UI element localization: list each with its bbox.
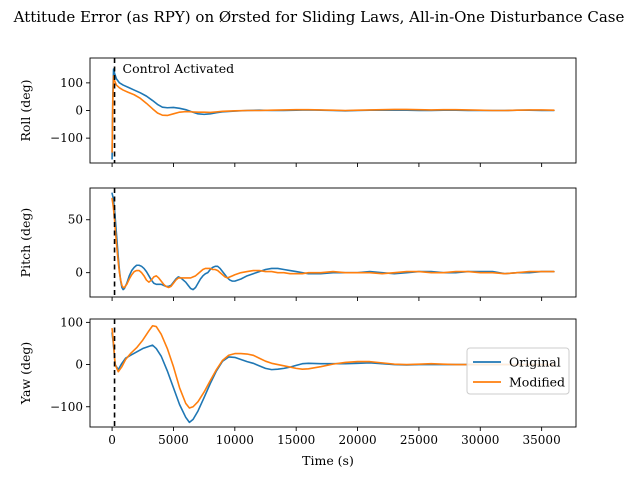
- yaw-series-group: [111, 319, 555, 427]
- roll-y-axis-label: Roll (deg): [18, 79, 33, 141]
- yaw-y-tick-label: 100: [60, 315, 83, 329]
- legend-label-original: Original: [509, 355, 561, 370]
- yaw-plot-frame: [89, 318, 577, 428]
- x-tick-label: 5000: [158, 433, 189, 447]
- x-tick-label: 20000: [338, 433, 376, 447]
- roll-series-modified: [111, 75, 555, 153]
- x-tick-label: 30000: [461, 433, 499, 447]
- x-axis-label: Time (s): [302, 453, 354, 468]
- x-tick-label: 0: [108, 433, 116, 447]
- roll-series-original: [111, 68, 555, 160]
- pitch-plot-frame: [89, 187, 577, 298]
- panel-pitch: 0 50 Pitch (deg): [18, 187, 577, 301]
- yaw-y-tick-label: −100: [50, 400, 83, 414]
- pitch-series-group: [111, 188, 555, 297]
- panels: −100 0 100 Roll (deg) Control Activated 0 50 Pi…: [18, 57, 577, 447]
- pitch-y-tick-label: 50: [68, 213, 83, 227]
- x-tick-label: 25000: [400, 433, 438, 447]
- yaw-y-tick-label: 0: [75, 358, 83, 372]
- panel-roll: −100 0 100 Roll (deg) Control Activated: [18, 57, 577, 167]
- panel-yaw: −100 0 100 0 5000 10000 15000 20000 25000 30000 35…: [18, 315, 577, 447]
- legend: Original Modified: [466, 347, 570, 395]
- x-tick-label: 35000: [523, 433, 561, 447]
- pitch-y-axis-label: Pitch (deg): [18, 208, 33, 278]
- pitch-y-tick-label: 0: [75, 266, 83, 280]
- yaw-series-modified: [111, 324, 555, 409]
- pitch-series-original: [111, 192, 555, 291]
- roll-y-tick-label: 0: [75, 104, 83, 118]
- pitch-series-modified: [111, 197, 555, 289]
- legend-label-modified: Modified: [509, 375, 565, 390]
- x-tick-label: 15000: [277, 433, 315, 447]
- roll-y-tick-label: −100: [50, 131, 83, 145]
- roll-y-tick-label: 100: [60, 76, 83, 90]
- chart-title: Attitude Error (as RPY) on Ørsted for Sl…: [13, 8, 625, 26]
- x-tick-label: 10000: [216, 433, 254, 447]
- yaw-y-axis-label: Yaw (deg): [18, 342, 33, 406]
- roll-series-group: [111, 58, 555, 163]
- control-activated-annotation: Control Activated: [123, 61, 235, 76]
